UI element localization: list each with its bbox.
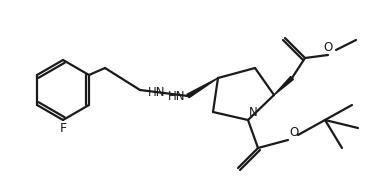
Text: O: O [323, 41, 333, 54]
Text: HN: HN [148, 86, 165, 98]
Text: N: N [249, 106, 258, 119]
Text: HN: HN [167, 89, 185, 102]
Text: F: F [60, 122, 67, 135]
Text: O: O [289, 126, 298, 139]
Polygon shape [274, 77, 293, 95]
Polygon shape [187, 78, 218, 98]
